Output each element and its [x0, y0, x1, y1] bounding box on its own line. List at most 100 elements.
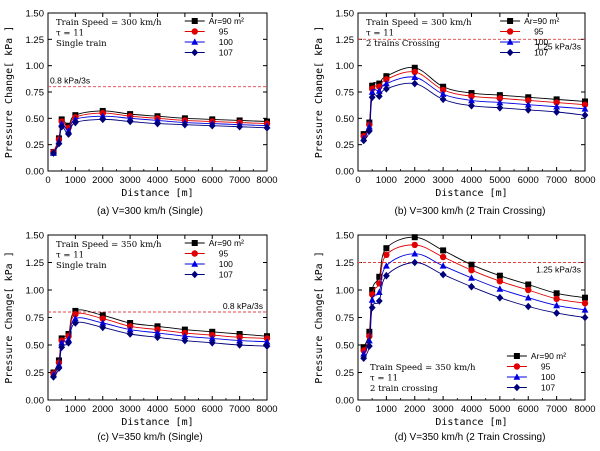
data-point — [524, 294, 532, 301]
y-tick-label: 0.75 — [26, 88, 45, 99]
data-point — [368, 296, 376, 303]
data-point — [525, 281, 532, 288]
data-point — [209, 328, 216, 335]
x-tick-label: 1000 — [376, 404, 397, 415]
legend-marker — [513, 353, 520, 359]
series-line — [363, 244, 586, 351]
legend-label: 95 — [541, 362, 551, 372]
data-point — [154, 329, 161, 336]
data-point — [50, 149, 57, 157]
legend-marker — [506, 38, 514, 45]
data-point — [553, 301, 561, 309]
legend-label: Ar=90 m² — [531, 351, 566, 361]
x-tick-label: 5000 — [174, 404, 195, 415]
data-point — [411, 241, 418, 249]
data-point — [368, 93, 376, 102]
y-tick-label: 1.50 — [336, 9, 355, 20]
x-tick-label: 8000 — [574, 404, 595, 415]
data-point — [55, 364, 63, 372]
data-point — [581, 111, 589, 119]
data-point — [360, 136, 368, 145]
data-point — [496, 272, 503, 279]
data-point — [99, 115, 107, 124]
x-tick-label: 5000 — [489, 175, 510, 186]
legend-label: 100 — [534, 37, 548, 47]
data-point — [154, 333, 161, 342]
legend-marker — [513, 373, 521, 380]
data-point — [366, 333, 373, 340]
data-point — [360, 354, 368, 362]
x-tick-label: 6000 — [202, 175, 223, 186]
y-tick-label: 0.00 — [26, 167, 45, 178]
data-point — [376, 273, 383, 280]
data-point — [99, 312, 106, 319]
x-tick-label: 2000 — [404, 175, 425, 186]
data-point — [71, 315, 79, 322]
x-tick-label: 1000 — [65, 404, 86, 415]
y-tick-label: 0.50 — [26, 114, 45, 125]
data-point — [365, 127, 373, 135]
panel-caption: (c) V=350 km/h (Single) — [97, 432, 202, 443]
data-point — [553, 99, 560, 106]
data-point — [71, 118, 79, 127]
data-point — [382, 85, 390, 93]
legend-marker — [506, 48, 514, 57]
x-tick-label: 0 — [355, 404, 360, 415]
data-point — [58, 343, 66, 351]
data-point — [468, 274, 475, 281]
data-point — [360, 350, 368, 357]
y-tick-label: 0.25 — [26, 368, 45, 379]
y-tick-label: 1.25 — [26, 35, 45, 46]
data-point — [154, 323, 161, 330]
legend-marker — [506, 28, 514, 35]
y-tick-label: 1.25 — [336, 258, 355, 269]
info-text: 2 trains Crossing — [366, 39, 441, 49]
threshold-label: 1.25 kPa/3s — [536, 41, 581, 51]
info-text: Train Speed = 300 km/h — [56, 18, 162, 28]
legend-marker — [191, 28, 198, 35]
x-tick-label: 7000 — [229, 404, 250, 415]
legend-label: 100 — [219, 37, 233, 47]
legend-label: 95 — [219, 27, 229, 37]
data-point — [439, 86, 447, 94]
data-point — [524, 101, 532, 108]
legend-label: 107 — [534, 48, 548, 58]
x-tick-label: 2000 — [92, 175, 113, 186]
data-point — [236, 331, 243, 337]
data-point — [365, 337, 373, 344]
x-tick-label: 1000 — [376, 175, 397, 186]
data-point — [236, 122, 244, 131]
legend-marker — [191, 48, 199, 57]
x-tick-label: 3000 — [120, 175, 141, 186]
data-point — [383, 76, 390, 83]
data-point — [440, 247, 447, 254]
data-point — [55, 139, 63, 148]
series-line — [363, 76, 586, 139]
legend-label: Ar=90 m² — [209, 16, 244, 26]
x-tick-label: 2000 — [404, 404, 425, 415]
x-tick-label: 6000 — [518, 404, 539, 415]
x-tick-label: 4000 — [461, 404, 482, 415]
data-point — [496, 104, 504, 112]
data-point — [181, 332, 189, 339]
data-point — [181, 336, 189, 345]
legend-label: Ar=90 m² — [524, 16, 559, 26]
y-axis-label: Pressure Change[ kPa ] — [4, 26, 15, 158]
data-point — [72, 311, 79, 318]
y-tick-label: 1.00 — [26, 61, 45, 72]
y-tick-label: 1.25 — [26, 258, 45, 269]
data-point — [365, 342, 373, 350]
x-tick-label: 3000 — [433, 175, 454, 186]
y-tick-label: 1.25 — [336, 35, 355, 46]
legend-marker — [191, 260, 199, 267]
data-point — [181, 120, 189, 129]
x-tick-label: 7000 — [546, 404, 567, 415]
data-point — [50, 373, 57, 381]
data-point — [58, 122, 66, 131]
y-tick-label: 1.00 — [336, 61, 355, 72]
panel-caption: (d) V=350 km/h (2 Train Crossing) — [395, 432, 546, 443]
x-tick-label: 8000 — [256, 175, 277, 186]
data-point — [439, 270, 447, 279]
data-point — [468, 96, 475, 104]
